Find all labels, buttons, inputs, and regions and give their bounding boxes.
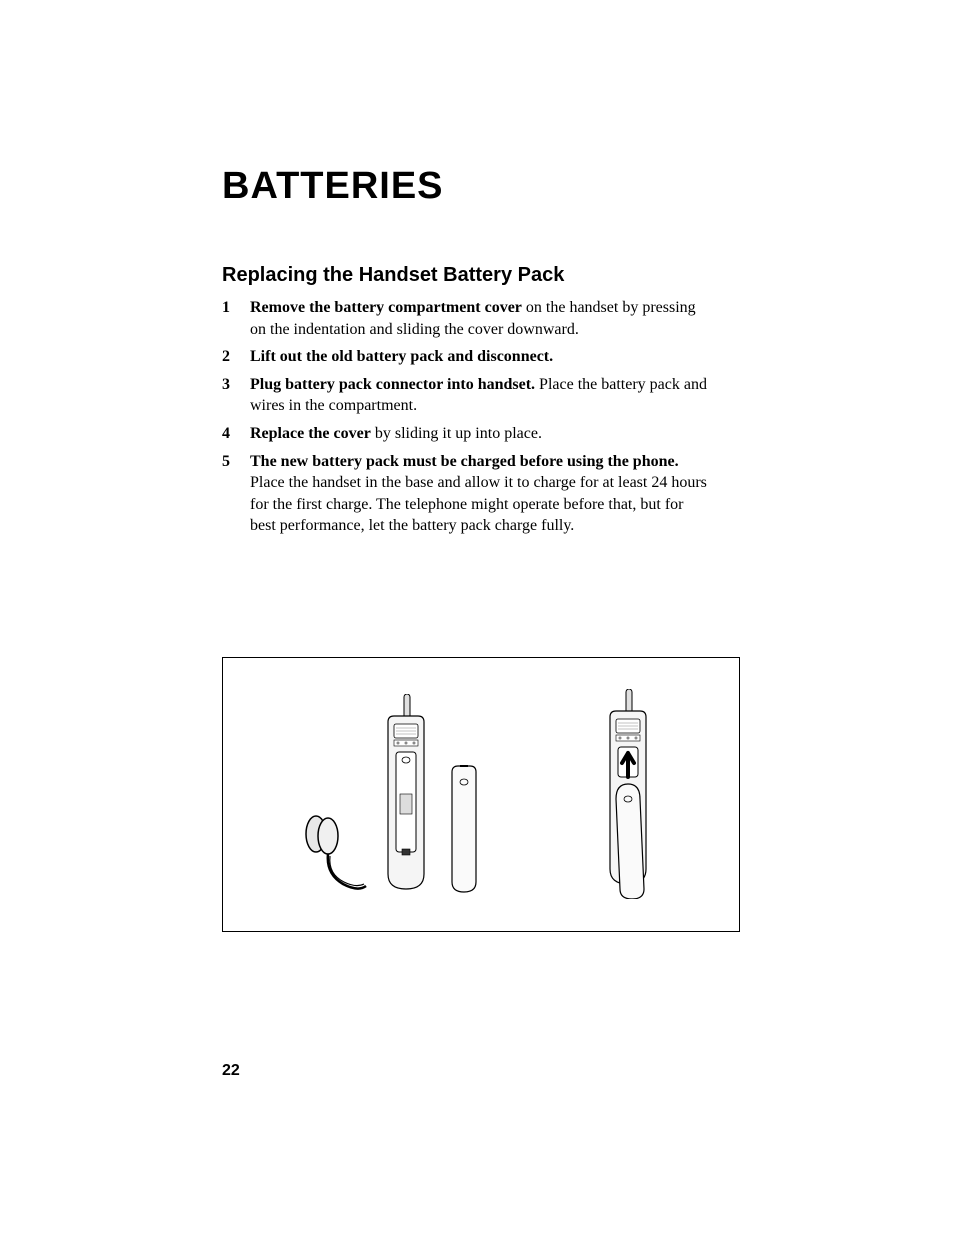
cover-icon xyxy=(444,764,484,894)
page-title: BATTERIES xyxy=(222,165,844,208)
step-text: Lift out the old battery pack and discon… xyxy=(250,346,553,368)
step-number: 2 xyxy=(222,346,250,368)
step-number: 4 xyxy=(222,423,250,445)
battery-pack-icon xyxy=(298,814,368,894)
step-text: Remove the battery compartment cover on … xyxy=(250,297,710,340)
page-number: 22 xyxy=(222,1062,240,1080)
figure-left xyxy=(298,694,484,894)
step-text: Plug battery pack connector into handset… xyxy=(250,374,710,417)
step-item: 1 Remove the battery compartment cover o… xyxy=(222,297,844,340)
figure-box xyxy=(222,657,740,932)
handset-open-icon xyxy=(376,694,436,894)
step-text: The new battery pack must be charged bef… xyxy=(250,451,710,537)
step-number: 1 xyxy=(222,297,250,340)
figure-right xyxy=(594,689,664,899)
section-subtitle: Replacing the Handset Battery Pack xyxy=(222,264,844,287)
step-item: 4 Replace the cover by sliding it up int… xyxy=(222,423,844,445)
step-item: 5 The new battery pack must be charged b… xyxy=(222,451,844,537)
step-number: 3 xyxy=(222,374,250,417)
step-number: 5 xyxy=(222,451,250,537)
handset-close-icon xyxy=(594,689,664,899)
step-item: 2 Lift out the old battery pack and disc… xyxy=(222,346,844,368)
step-text: Replace the cover by sliding it up into … xyxy=(250,423,542,445)
steps-list: 1 Remove the battery compartment cover o… xyxy=(222,297,844,537)
step-item: 3 Plug battery pack connector into hands… xyxy=(222,374,844,417)
